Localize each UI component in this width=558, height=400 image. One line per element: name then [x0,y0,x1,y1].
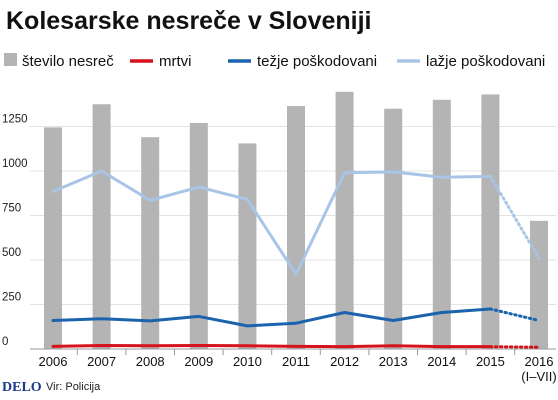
bar [530,220,548,349]
x-tick-label: 2010 [233,354,262,369]
source-text: Vir: Policija [46,381,101,393]
series-line-projection [488,345,541,349]
x-axis-ticks: 2006 2007 2008 2009 2010 2011 2012 2013 2014 2015… [39,349,557,384]
series-line-projection [488,174,541,260]
legend-label: mrtvi [159,53,192,70]
chart-title: Kolesarske nesreče v Sloveniji [6,7,372,35]
y-axis-ticks: 0 250 500 750 1000 1250 [2,114,28,349]
x-tick-label: 2014 [427,354,456,369]
bar [384,108,403,349]
series-line [51,169,492,276]
bar [335,91,354,349]
legend-swatch [4,53,17,66]
bar [92,104,111,349]
bar [189,122,208,349]
y-tick-label: 1000 [2,158,28,170]
y-tick-label: 750 [2,203,21,215]
x-tick-label: 2008 [136,354,165,369]
x-tick-label: 2007 [87,354,116,369]
x-tick-label: 2012 [330,354,359,369]
bar [481,94,500,350]
legend: število nesreč mrtvi težje poškodovani lažj… [4,53,545,70]
series-lines [51,169,541,349]
bar [287,106,305,349]
bar [238,143,257,349]
x-tick-label: 2013 [379,354,408,369]
bar [44,127,62,349]
legend-label: težje poškodovani [257,53,377,70]
series-line [51,307,492,328]
x-tick-label: 2015 [476,354,505,369]
delo-logo: DELO [2,380,42,395]
x-tick-label: 2006 [39,354,68,369]
series-line [51,343,492,349]
legend-label: lažje poškodovani [426,53,545,70]
legend-label: število nesreč [22,53,114,70]
x-tick-label: 2011 [282,354,310,369]
series-line-projection [488,307,541,323]
y-tick-label: 0 [2,336,8,348]
y-tick-label: 500 [2,247,21,259]
y-tick-label: 1250 [2,114,28,126]
bar [432,99,451,349]
x-tick-label: 2016 (I–VII) [521,354,556,384]
y-tick-label: 250 [2,292,21,304]
bars [44,91,548,350]
bar [141,137,160,349]
x-tick-label: 2009 [184,354,213,369]
